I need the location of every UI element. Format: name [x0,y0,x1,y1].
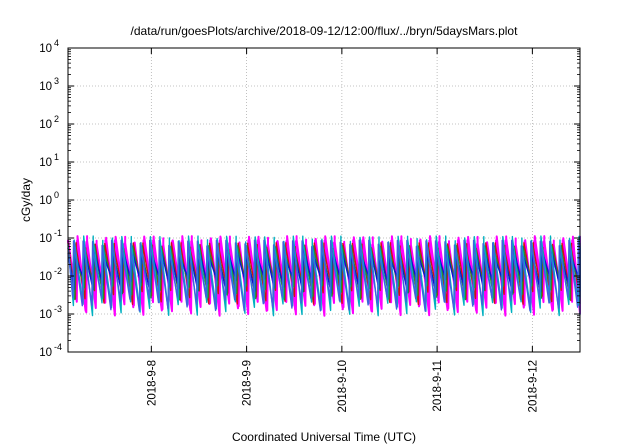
x-tick-label: 2018-9-12 [527,360,539,412]
y-tick-label: 10 -2 [39,266,62,283]
y-tick-exponent: 0 [54,190,59,200]
y-tick-exponent: -4 [54,342,62,352]
y-tick-label: 10 3 [39,76,59,93]
y-tick-label: 10 1 [39,152,59,169]
x-tick-label: 2018-9-8 [146,360,158,406]
y-tick-label: 10 2 [39,114,59,131]
series-line [67,235,581,317]
x-tick-label: 2018-9-11 [432,360,444,412]
axis-ticks [68,47,580,353]
y-tick-exponent: 1 [54,152,59,162]
y-tick-label: 10 -3 [39,304,62,321]
y-axis-label: cGy/day [19,178,33,222]
y-tick-exponent: -3 [54,304,62,314]
y-tick-label: 10 4 [39,38,59,55]
y-tick-exponent: 3 [54,76,59,86]
y-tick-label: 10 0 [39,190,59,207]
y-tick-exponent: 4 [54,38,59,48]
y-tick-exponent: -1 [54,228,62,238]
chart-title: /data/run/goesPlots/archive/2018-09-12/1… [131,24,519,38]
series-layer [67,235,581,317]
y-tick-exponent: 2 [54,114,59,124]
y-tick-label: 10 -1 [39,228,62,245]
x-tick-label: 2018-9-10 [337,360,349,412]
x-tick-label: 2018-9-9 [242,360,254,406]
x-tick-labels: 2018-9-8 2018-9-9 2018-9-10 2018-9-11 2018-9… [146,360,539,412]
y-tick-label: 10 -4 [39,342,62,359]
series-line [67,239,581,312]
x-axis-label: Coordinated Universal Time (UTC) [232,430,416,444]
y-tick-exponent: -2 [54,266,62,276]
